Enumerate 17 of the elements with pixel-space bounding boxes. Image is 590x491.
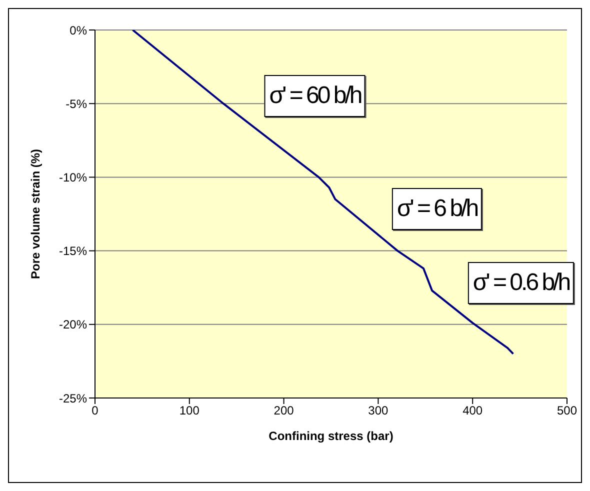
x-tick-label: 100	[179, 404, 200, 418]
y-tick-label: -15%	[58, 244, 88, 258]
x-axis-title: Confining stress (bar)	[268, 429, 394, 443]
y-tick-label: -25%	[58, 391, 88, 406]
annotation: σ' = 60 b/h	[264, 75, 366, 117]
y-tick-label: 0%	[70, 23, 88, 38]
annotation: σ' = 6 b/h	[392, 188, 482, 230]
x-tick-label: 300	[368, 404, 389, 418]
x-tick-label: 0	[92, 404, 99, 418]
y-axis-title: Pore volume strain (%)	[28, 148, 42, 280]
y-tick-label: -20%	[58, 318, 88, 332]
annotation: σ' = 0.6 b/h	[468, 262, 574, 304]
x-tick-label: 400	[462, 404, 483, 418]
x-tick-label: 200	[274, 404, 294, 418]
y-tick-label: -5%	[66, 96, 88, 111]
y-tick-label: -10%	[58, 170, 88, 184]
x-tick-label: 500	[556, 404, 578, 418]
